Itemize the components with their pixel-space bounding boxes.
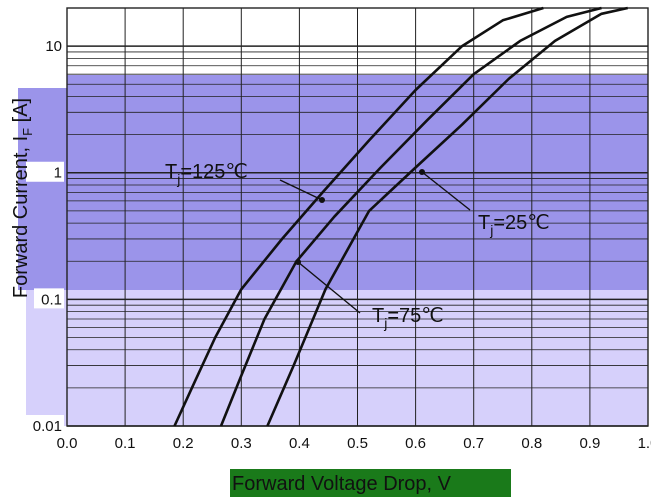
series-line-0 — [173, 6, 544, 427]
x-tick-label: 0.2 — [173, 435, 194, 452]
series-line-2 — [266, 6, 628, 427]
y-axis-label: Forward Current, IF [A] — [10, 98, 35, 298]
annotation-sub: j — [489, 222, 493, 238]
y-tick-label-bg — [26, 415, 64, 435]
grid-lines — [66, 7, 649, 427]
series-annotations: Tj=125℃Tj=75℃Tj=25℃ — [165, 161, 550, 331]
pointer-line — [297, 261, 361, 314]
x-tick-label: 0.9 — [579, 435, 600, 452]
x-tick-label: 0.6 — [405, 435, 426, 452]
y-tick-label-bg — [26, 35, 64, 56]
x-tick-label: 0.4 — [289, 435, 310, 452]
annotation-main: T — [372, 305, 384, 327]
series-line-1 — [219, 6, 602, 427]
pointer-line — [421, 171, 471, 211]
y-tick-labels: 0.01 0.1 1 10 — [26, 35, 64, 435]
pointer-line — [279, 179, 323, 201]
band-left-strip-dark — [18, 88, 67, 290]
curves — [173, 6, 628, 427]
x-tick-label: 0.5 — [347, 435, 368, 452]
y-tick-label: 10 — [45, 38, 62, 55]
plot-frame — [66, 7, 649, 427]
series-annotation: Tj=25℃ — [478, 212, 550, 238]
x-axis-label: Forward Voltage Drop, V — [232, 473, 452, 495]
pointer-dot — [419, 169, 425, 175]
pointer-dot — [319, 197, 325, 203]
band-left-strip-light — [26, 290, 67, 426]
annotation-rest: =25℃ — [493, 212, 549, 234]
x-tick-label: 0.7 — [463, 435, 484, 452]
x-tick-label: 0.3 — [231, 435, 252, 452]
annotation-main: T — [165, 161, 177, 183]
series-annotation: Tj=125℃ — [165, 161, 248, 187]
x-tick-label: 0.1 — [115, 435, 136, 452]
annotation-rest: =75℃ — [387, 305, 443, 327]
x-axis-label-bg — [230, 469, 511, 497]
x-tick-labels: 0.0 0.1 0.2 0.3 0.4 0.5 0.6 0.7 0.8 0.9 1.0 — [57, 435, 651, 452]
annotation-sub: j — [383, 315, 387, 331]
y-tick-label-bg — [26, 161, 64, 182]
series-annotation: Tj=75℃ — [372, 305, 444, 331]
annotation-rest: =125℃ — [180, 161, 248, 183]
x-tick-label: 1.0 — [638, 435, 651, 452]
annotation-main: T — [478, 212, 490, 234]
x-tick-label: 0.0 — [57, 435, 78, 452]
x-tick-label: 0.8 — [521, 435, 542, 452]
annotation-sub: j — [176, 171, 180, 187]
y-tick-label: 1 — [54, 165, 62, 182]
y-tick-label: 0.01 — [33, 418, 62, 435]
annotation-pointers — [279, 169, 471, 314]
pointer-dot — [295, 259, 301, 265]
y-tick-label: 0.1 — [41, 291, 62, 308]
y-tick-label-bg — [34, 288, 64, 309]
